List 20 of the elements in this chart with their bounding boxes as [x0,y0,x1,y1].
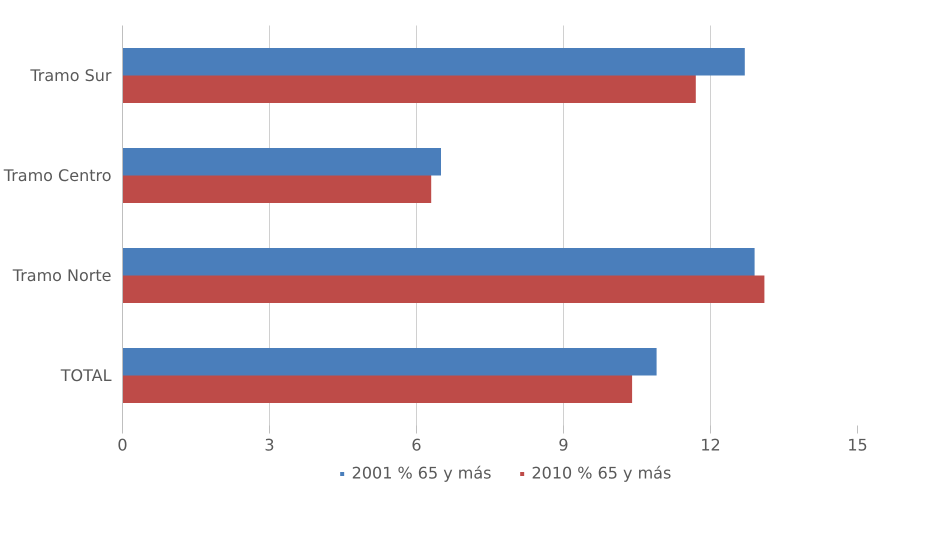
y-tick-label: TOTAL [60,366,112,385]
bar [122,348,657,376]
x-tick-label: 6 [411,436,422,454]
bar [122,376,632,403]
y-tick-label: Tramo Centro [2,166,112,185]
bar [122,276,764,303]
bar [122,76,696,103]
bar [122,148,441,176]
legend-label: 2010 % 65 y más [532,464,672,482]
bar [122,248,755,276]
x-tick-label: 3 [264,436,275,454]
bar [122,48,745,76]
x-tick-label: 0 [117,436,128,454]
x-tick-label: 12 [700,436,721,454]
x-tick-label: 9 [558,436,569,454]
y-tick-label: Tramo Sur [29,66,112,85]
y-tick-label: Tramo Norte [12,266,112,285]
legend-label: 2001 % 65 y más [352,464,492,482]
x-tick-label: 15 [847,436,868,454]
bar [122,176,432,203]
